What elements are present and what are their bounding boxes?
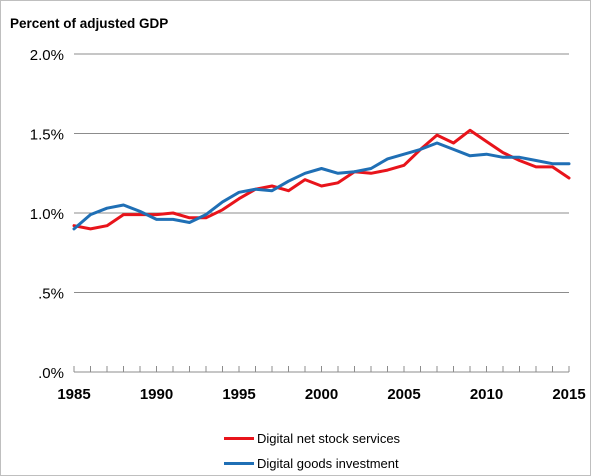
x-tick-label: 1990: [140, 386, 173, 403]
legend-swatch-net-stock: [224, 436, 254, 440]
x-tick-label: 1995: [222, 386, 255, 403]
x-tick-label: 2015: [552, 386, 585, 403]
chart-title: Percent of adjusted GDP: [10, 16, 169, 31]
x-tick-label: 2010: [470, 386, 503, 403]
legend-label-net-stock: Digital net stock services: [257, 430, 401, 446]
x-tick-label: 2005: [387, 386, 420, 403]
legend-swatch-goods-investment: [224, 461, 254, 465]
series-line-net-stock: [72, 128, 571, 231]
y-tick-label: .0%: [38, 365, 64, 382]
series-line-goods-investment: [72, 141, 571, 231]
legend-item-net-stock: Digital net stock services: [224, 428, 400, 448]
legend-label-goods-investment: Digital goods investment: [257, 455, 399, 471]
x-tick-label: 1985: [57, 386, 90, 403]
y-tick-label: 2.0%: [30, 47, 64, 64]
legend-item-goods-investment: Digital goods investment: [224, 453, 399, 473]
y-tick-label: .5%: [38, 286, 64, 303]
y-tick-label: 1.0%: [30, 206, 64, 223]
y-tick-label: 1.5%: [30, 127, 64, 144]
x-tick-label: 2000: [305, 386, 338, 403]
